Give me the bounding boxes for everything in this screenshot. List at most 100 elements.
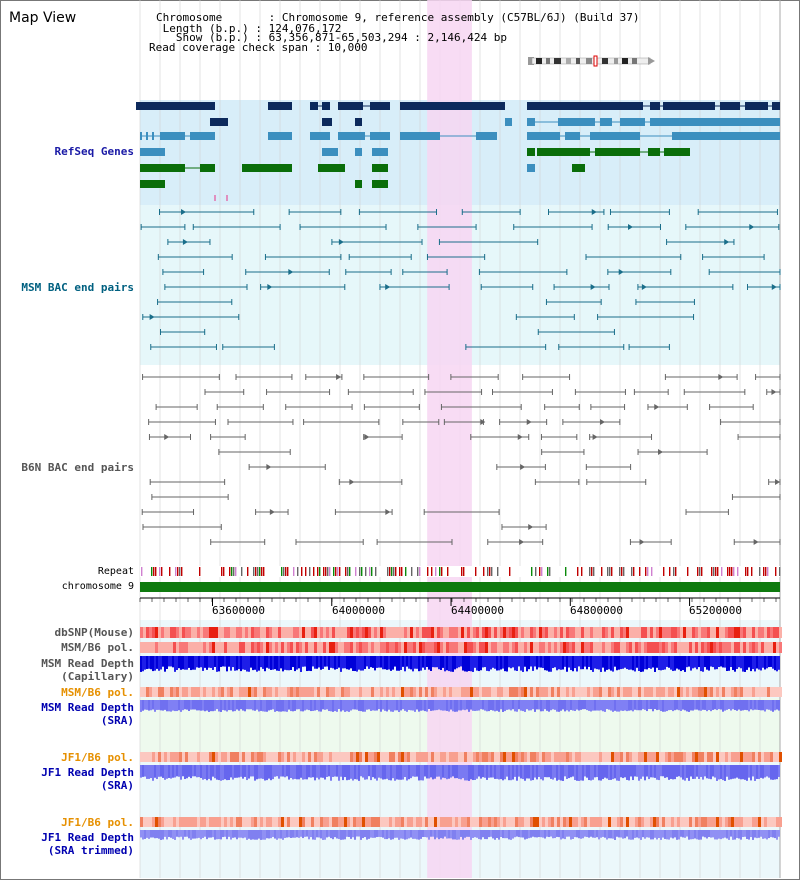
msm-b6-pol-stripe: [335, 642, 338, 653]
jf1-b6-pol-2-stripe: [590, 817, 593, 827]
jf1-b6-pol-stripe: [434, 752, 437, 762]
jf1-b6-pol-stripe: [638, 752, 641, 762]
msm-depth-sra-bar: [492, 700, 494, 711]
jf1-b6-pol-stripe: [770, 752, 773, 762]
track-label-refseq[interactable]: RefSeq Genes: [54, 145, 134, 158]
jf1-depth-sra-bar: [570, 765, 572, 778]
msm-b6-pol-sra-stripe: [275, 687, 278, 697]
jf1-b6-pol-2-stripe: [419, 817, 422, 827]
jf1-depth-trimmed-bar: [324, 830, 326, 840]
dbsnp-stripe: [227, 627, 230, 638]
msm-bac-pair-arrow: [149, 314, 155, 320]
track-label-jf1-b6-pol[interactable]: JF1/B6 pol.: [61, 751, 134, 764]
msm-depth-sra-bar: [286, 700, 288, 712]
jf1-depth-sra-bar: [140, 765, 142, 778]
jf1-depth-trimmed-bar: [262, 830, 264, 840]
dbsnp-stripe: [230, 627, 233, 638]
jf1-b6-pol-2-stripe: [515, 817, 518, 827]
jf1-depth-sra-bar: [176, 765, 178, 777]
jf1-b6-pol-2-stripe: [701, 817, 704, 827]
track-label-msm-b6-pol[interactable]: MSM/B6 pol.: [61, 641, 134, 654]
jf1-depth-trimmed-bar: [562, 830, 564, 839]
dbsnp-stripe: [623, 627, 626, 638]
track-label-b6n-bac[interactable]: B6N BAC end pairs: [21, 461, 134, 474]
track-label-jf1-b6-pol-2[interactable]: JF1/B6 pol.: [61, 816, 134, 829]
msm-depth-capillary-bar: [774, 656, 776, 671]
msm-depth-capillary-bar: [772, 656, 774, 669]
jf1-b6-pol-2-stripe: [644, 817, 647, 827]
jf1-depth-trimmed-bar: [332, 830, 334, 840]
msm-depth-sra-bar: [302, 700, 304, 712]
msm-b6-pol-stripe: [707, 642, 710, 653]
jf1-b6-pol-stripe: [266, 752, 269, 762]
jf1-b6-pol-stripe: [209, 752, 212, 762]
msm-depth-sra-bar: [360, 700, 362, 712]
dbsnp-stripe: [680, 627, 683, 638]
track-label-msm-depth-capillary[interactable]: MSM Read Depth: [41, 657, 134, 670]
msm-b6-pol-sra-stripe: [485, 687, 488, 697]
jf1-b6-pol-2-stripe: [626, 817, 629, 827]
track-label-jf1-depth-trimmed[interactable]: JF1 Read Depth: [41, 831, 134, 844]
msm-depth-sra-bar: [592, 700, 594, 711]
jf1-depth-sra-bar: [432, 765, 434, 780]
msm-depth-sra-bar: [214, 700, 216, 711]
repeat-element: [349, 567, 351, 576]
msm-depth-capillary-bar: [696, 656, 698, 670]
msm-depth-capillary-bar: [194, 656, 196, 670]
track-label-msm-b6-pol-sra[interactable]: MSM/B6 pol.: [61, 686, 134, 699]
jf1-b6-pol-stripe: [500, 752, 503, 762]
dbsnp-stripe: [248, 627, 251, 638]
msm-b6-pol-stripe: [221, 642, 224, 653]
msm-depth-sra-bar: [656, 700, 658, 711]
msm-depth-sra-bar: [678, 700, 680, 711]
msm-b6-pol-stripe: [329, 642, 332, 653]
msm-depth-sra-bar: [688, 700, 690, 712]
jf1-b6-pol-stripe: [218, 752, 221, 762]
jf1-depth-trimmed-bar: [400, 830, 402, 839]
msm-depth-capillary-bar: [598, 656, 600, 670]
msm-b6-pol-sra-stripe: [623, 687, 626, 697]
msm-b6-pol-sra-stripe: [185, 687, 188, 697]
jf1-depth-sra-bar: [688, 765, 690, 781]
jf1-b6-pol-stripe: [257, 752, 260, 762]
jf1-b6-pol-2-stripe: [461, 817, 464, 827]
jf1-b6-pol-2-stripe: [557, 817, 560, 827]
msm-depth-capillary-bar: [554, 656, 556, 668]
jf1-b6-pol-2-stripe: [197, 817, 200, 827]
track-label-msm-bac[interactable]: MSM BAC end pairs: [21, 281, 134, 294]
jf1-b6-pol-stripe: [473, 752, 476, 762]
msm-depth-capillary-bar: [258, 656, 260, 671]
jf1-depth-sra-bar: [336, 765, 338, 777]
jf1-depth-trimmed-bar: [660, 830, 662, 840]
jf1-b6-pol-2-stripe: [443, 817, 446, 827]
chromosome-ideogram[interactable]: [528, 52, 655, 67]
msm-depth-sra-bar: [720, 700, 722, 710]
jf1-depth-trimmed-bar: [682, 830, 684, 838]
msm-depth-sra-bar: [726, 700, 728, 710]
msm-b6-pol-stripe: [626, 642, 629, 653]
repeat-element: [253, 567, 255, 576]
jf1-depth-sra-bar: [682, 765, 684, 780]
jf1-depth-sra-bar: [416, 765, 418, 777]
repeat-element: [177, 567, 179, 576]
jf1-b6-pol-2-stripe: [536, 817, 539, 827]
jf1-b6-pol-stripe: [596, 752, 599, 762]
msm-b6-pol-stripe: [641, 642, 644, 653]
jf1-depth-trimmed-bar: [522, 830, 524, 838]
msm-depth-sra-bar: [478, 700, 480, 711]
jf1-b6-pol-stripe: [341, 752, 344, 762]
msm-depth-sra-bar: [504, 700, 506, 712]
b6n-bac-pair-arrow: [771, 389, 777, 395]
b6n-bac-pair-arrow: [269, 509, 275, 515]
jf1-b6-pol-stripe: [287, 752, 290, 762]
msm-depth-capillary-bar: [704, 656, 706, 668]
msm-b6-pol-stripe: [485, 642, 488, 653]
track-label-msm-depth-sra[interactable]: MSM Read Depth: [41, 701, 134, 714]
jf1-depth-trimmed-bar: [342, 830, 344, 840]
jf1-depth-trimmed-bar: [300, 830, 302, 837]
track-label-dbsnp[interactable]: dbSNP(Mouse): [54, 626, 134, 639]
jf1-depth-trimmed-bar: [774, 830, 776, 839]
track-label-jf1-depth-sra[interactable]: JF1 Read Depth: [41, 766, 134, 779]
jf1-depth-trimmed-bar: [404, 830, 406, 840]
